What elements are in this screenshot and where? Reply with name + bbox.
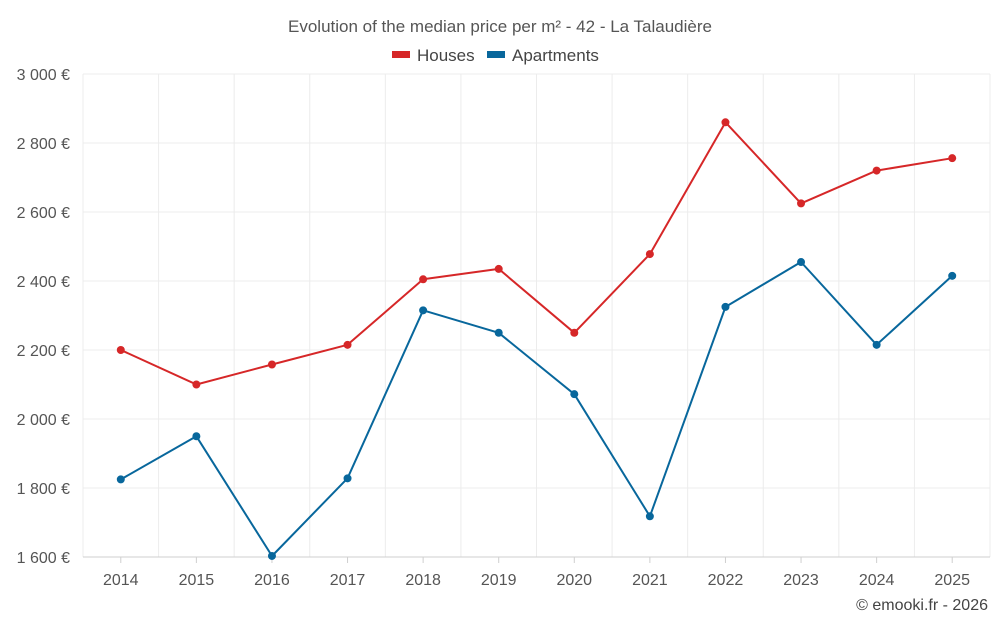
data-point-houses <box>645 250 654 259</box>
y-tick-label: 2 400 € <box>17 274 70 291</box>
legend-swatch <box>487 51 505 58</box>
data-point-houses <box>948 154 957 163</box>
data-point-houses <box>343 340 352 349</box>
series-line-apartments <box>120 261 953 557</box>
data-point-apartments <box>116 475 125 484</box>
data-point-apartments <box>570 390 579 399</box>
data-point-houses <box>419 275 428 284</box>
x-tick-label: 2014 <box>103 572 139 589</box>
legend-label: Apartments <box>512 46 599 65</box>
legend: Houses Apartments <box>392 46 599 65</box>
data-point-houses <box>721 118 730 127</box>
chart-title: Evolution of the median price per m² - 4… <box>288 17 712 36</box>
y-tick-label: 1 600 € <box>17 550 70 567</box>
x-tick-label: 2021 <box>632 572 668 589</box>
data-point-houses <box>192 380 201 389</box>
data-point-apartments <box>343 474 352 483</box>
data-point-apartments <box>192 432 201 441</box>
data-point-apartments <box>872 340 881 349</box>
data-point-apartments <box>797 258 806 267</box>
y-tick-label: 2 200 € <box>17 343 70 360</box>
data-point-apartments <box>267 551 276 560</box>
x-tick-label: 2022 <box>708 572 744 589</box>
data-point-houses <box>570 328 579 337</box>
data-point-apartments <box>645 512 654 521</box>
legend-swatch <box>392 51 410 58</box>
series <box>116 118 957 560</box>
x-tick-label: 2017 <box>330 572 366 589</box>
data-point-houses <box>116 346 125 354</box>
data-point-apartments <box>494 328 503 337</box>
series-line-houses <box>120 121 953 386</box>
y-tick-label: 2 800 € <box>17 136 70 153</box>
data-point-apartments <box>721 302 730 311</box>
x-tick-label: 2024 <box>859 572 895 589</box>
x-tick-label: 2015 <box>179 572 215 589</box>
grid <box>82 73 991 558</box>
data-point-apartments <box>419 306 428 315</box>
x-tick-label: 2025 <box>934 572 970 589</box>
legend-label: Houses <box>417 46 475 65</box>
data-point-houses <box>797 199 806 208</box>
data-point-apartments <box>948 271 957 280</box>
x-tick-label: 2023 <box>783 572 819 589</box>
y-tick-label: 1 800 € <box>17 481 70 498</box>
y-tick-label: 2 000 € <box>17 412 70 429</box>
data-point-houses <box>494 264 503 273</box>
x-tick-label: 2016 <box>254 572 290 589</box>
x-tick-label: 2019 <box>481 572 517 589</box>
x-tick-label: 2020 <box>556 572 592 589</box>
x-tick-label: 2018 <box>405 572 441 589</box>
y-tick-label: 3 000 € <box>17 67 70 84</box>
data-point-houses <box>872 166 881 175</box>
credit-text: © emooki.fr - 2026 <box>856 597 988 614</box>
axes: 1 600 € 1 800 € 2 000 € 2 200 € 2 400 € 2 600… <box>17 67 990 589</box>
y-tick-label: 2 600 € <box>17 205 70 222</box>
data-point-houses <box>267 360 276 369</box>
